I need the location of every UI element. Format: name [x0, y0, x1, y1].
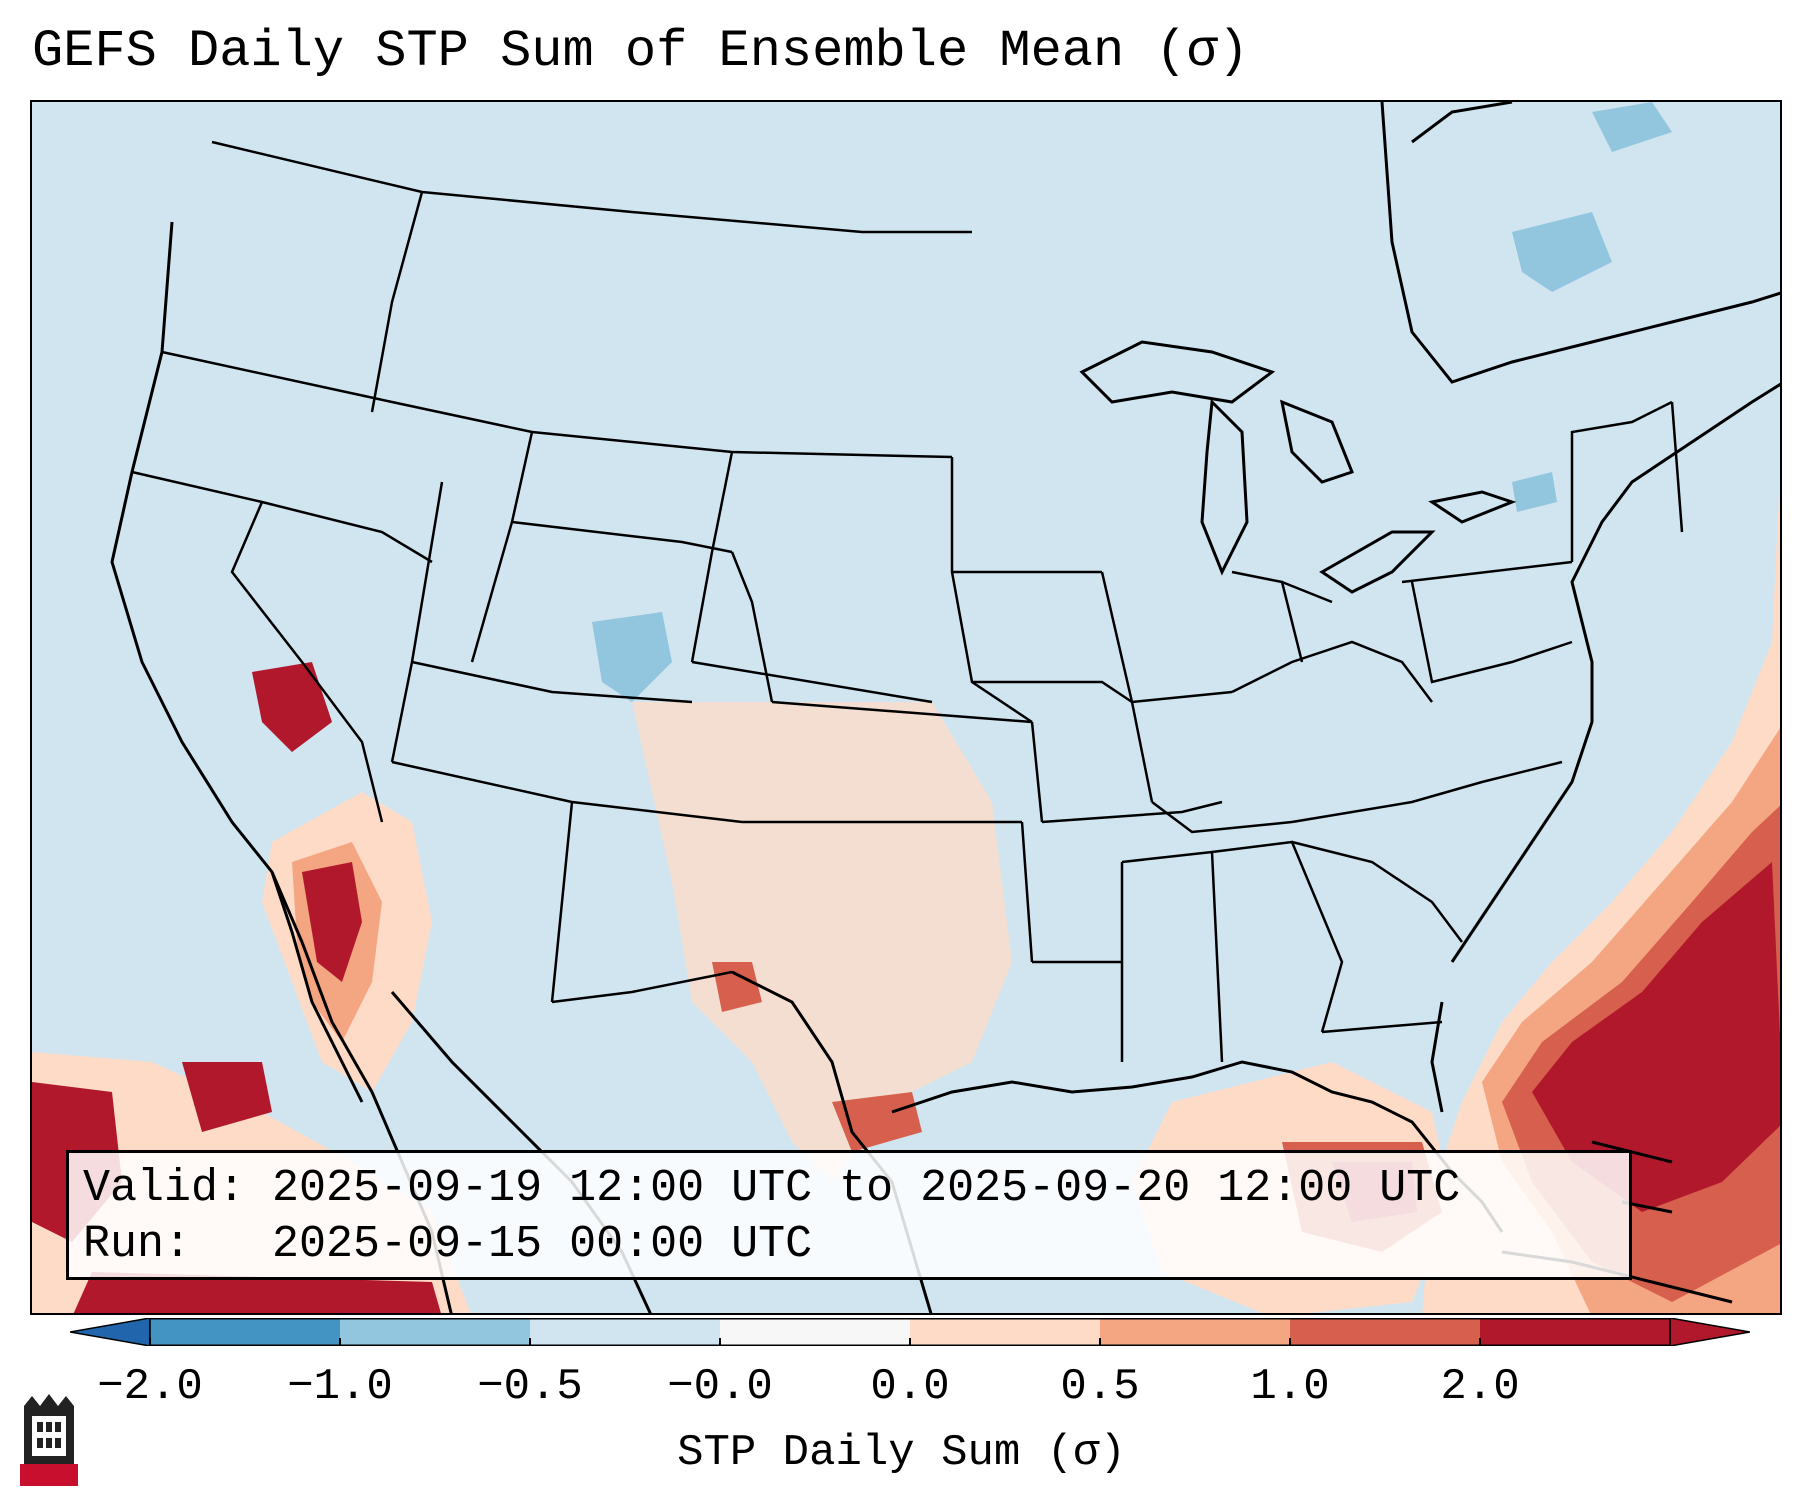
colorbar-label: STP Daily Sum (σ) [677, 1428, 1126, 1478]
anomaly-field-southwest [252, 662, 432, 1092]
colorbar-segment [1100, 1318, 1291, 1346]
colorbar-extend-high [1669, 1317, 1751, 1347]
colorbar-tick-label: −0.5 [477, 1362, 583, 1412]
colorbar-tick-label: −2.0 [97, 1362, 203, 1412]
valid-label: Valid: [83, 1163, 246, 1214]
colorbar-segment [910, 1318, 1101, 1346]
chart-title: GEFS Daily STP Sum of Ensemble Mean (σ) [32, 22, 1249, 81]
colorbar-tick-label: −0.0 [667, 1362, 773, 1412]
colorbar [69, 1317, 1751, 1351]
colorbar-extend-low [69, 1317, 151, 1347]
colorbar-tick-label: 0.0 [870, 1362, 950, 1412]
run-row: Run: 2025-09-15 00:00 UTC [83, 1217, 1615, 1273]
colorbar-segment [150, 1318, 341, 1346]
colorbar-tick-label: 0.5 [1060, 1362, 1140, 1412]
state-boundaries [131, 140, 1684, 1063]
anomaly-field-negative [592, 102, 1672, 702]
map-svg [32, 102, 1780, 1313]
colorbar-tick-label: −1.0 [287, 1362, 393, 1412]
colorbar-segment [340, 1318, 531, 1346]
colorbar-segment [1480, 1318, 1671, 1346]
colorbar-segment [720, 1318, 911, 1346]
niu-logo [20, 1392, 78, 1491]
run-value: 2025-09-15 00:00 UTC [272, 1219, 813, 1270]
colorbar-tick-label: 2.0 [1440, 1362, 1520, 1412]
valid-row: Valid: 2025-09-19 12:00 UTC to 2025-09-2… [83, 1161, 1615, 1217]
valid-run-box: Valid: 2025-09-19 12:00 UTC to 2025-09-2… [66, 1150, 1632, 1280]
niu-seal-icon [20, 1394, 78, 1486]
map-panel [30, 100, 1782, 1315]
run-label: Run: [83, 1219, 192, 1270]
colorbar-segment [1290, 1318, 1481, 1346]
colorbar-tick-label: 1.0 [1250, 1362, 1330, 1412]
colorbar-svg [69, 1317, 1751, 1347]
great-lakes [1079, 340, 1517, 594]
colorbar-segment [530, 1318, 721, 1346]
valid-value: 2025-09-19 12:00 UTC to 2025-09-20 12:00… [272, 1163, 1461, 1214]
